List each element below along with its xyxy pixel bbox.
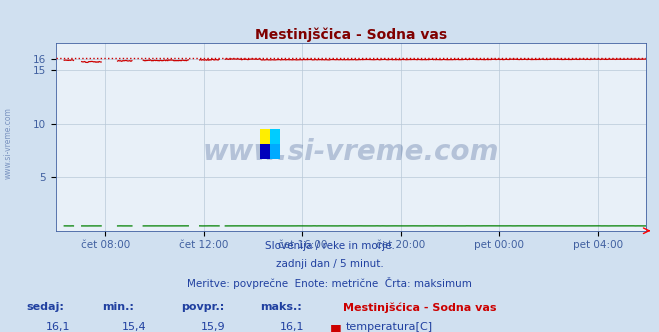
Text: temperatura[C]: temperatura[C] <box>346 322 433 332</box>
Bar <box>270 129 280 144</box>
Text: ■: ■ <box>330 322 341 332</box>
Bar <box>260 129 270 144</box>
Title: Mestinjščica - Sodna vas: Mestinjščica - Sodna vas <box>255 28 447 42</box>
Text: www.si-vreme.com: www.si-vreme.com <box>203 138 499 166</box>
Text: 15,9: 15,9 <box>201 322 225 332</box>
Text: 16,1: 16,1 <box>280 322 304 332</box>
Text: Meritve: povprečne  Enote: metrične  Črta: maksimum: Meritve: povprečne Enote: metrične Črta:… <box>187 277 472 289</box>
Text: maks.:: maks.: <box>260 302 302 312</box>
Text: www.si-vreme.com: www.si-vreme.com <box>3 107 13 179</box>
Text: 15,4: 15,4 <box>122 322 146 332</box>
Text: povpr.:: povpr.: <box>181 302 225 312</box>
Text: sedaj:: sedaj: <box>26 302 64 312</box>
Text: min.:: min.: <box>102 302 134 312</box>
Text: zadnji dan / 5 minut.: zadnji dan / 5 minut. <box>275 259 384 269</box>
Text: Slovenija / reke in morje.: Slovenija / reke in morje. <box>264 241 395 251</box>
Bar <box>270 144 280 159</box>
Bar <box>260 144 270 159</box>
Text: Mestinjšćica - Sodna vas: Mestinjšćica - Sodna vas <box>343 302 496 313</box>
Text: 16,1: 16,1 <box>46 322 71 332</box>
